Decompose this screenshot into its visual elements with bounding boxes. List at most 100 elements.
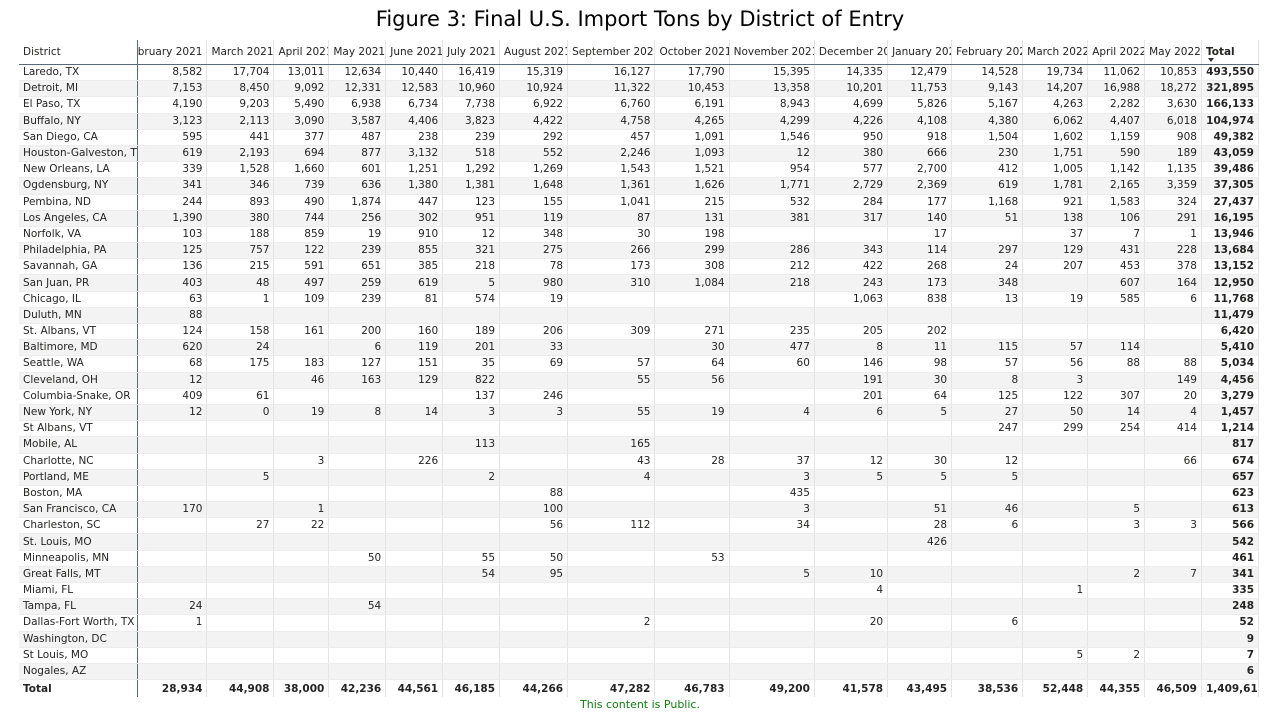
value-cell	[442, 517, 501, 535]
value-cell: 160	[385, 323, 444, 341]
column-header[interactable]: September 2021	[567, 40, 656, 65]
table-row[interactable]: Miami, FL 4 1 335	[19, 582, 1259, 600]
value-cell: 2	[1087, 647, 1146, 664]
column-header[interactable]: Total	[1201, 40, 1259, 65]
table-row[interactable]: Duluth, MN 88 11,479	[19, 307, 1259, 325]
value-cell: 53	[654, 550, 730, 567]
column-header[interactable]: July 2021	[442, 40, 501, 65]
value-cell	[442, 485, 501, 503]
value-cell	[814, 307, 889, 325]
value-cell: 173	[887, 274, 953, 292]
table-row[interactable]: Columbia-Snake, OR 409 61 137 246 201 64 125 122…	[19, 388, 1259, 405]
column-header[interactable]: April 2021	[273, 40, 330, 65]
value-cell: 10,853	[1144, 64, 1202, 82]
table-row[interactable]: Pembina, ND 244 893 490 1,874 447 123 155 1,041 2…	[19, 194, 1259, 211]
table-row[interactable]: Washington, DC 9	[19, 631, 1259, 648]
value-cell	[951, 598, 1024, 616]
table-row[interactable]: St Louis, MO 5 2 7	[19, 647, 1259, 664]
table-row[interactable]: Philadelphia, PA 125 757 122 239 855 321 275 266…	[19, 242, 1259, 260]
table-row[interactable]: Buffalo, NY 3,123 2,113 3,090 3,587 4,406 3,82…	[19, 113, 1259, 130]
table-row[interactable]: Boston, MA 88 435 623	[19, 485, 1259, 503]
value-cell	[137, 436, 208, 454]
value-cell	[729, 388, 815, 405]
value-cell	[1144, 323, 1202, 341]
column-header[interactable]: District	[19, 40, 139, 65]
value-cell	[729, 307, 815, 325]
column-header[interactable]: April 2022	[1087, 40, 1146, 65]
column-header[interactable]: December 2021	[814, 40, 889, 65]
table-row[interactable]: Charlotte, NC 3 226 43 28 37 12 30 12 66 674	[19, 453, 1259, 470]
column-header[interactable]: October 2021	[654, 40, 730, 65]
district-cell: Miami, FL	[19, 582, 139, 600]
district-cell: Dallas-Fort Worth, TX	[19, 614, 139, 632]
value-cell: 189	[442, 323, 501, 341]
table-row[interactable]: Minneapolis, MN 50 55 50 53 461	[19, 550, 1259, 567]
column-header[interactable]: August 2021	[499, 40, 569, 65]
table-row[interactable]: Cleveland, OH 12 46 163 129 822 55 56 191 30 8 3 149…	[19, 372, 1259, 389]
table-row[interactable]: St. Louis, MO 426 542	[19, 533, 1259, 551]
value-cell	[654, 291, 730, 308]
table-row[interactable]: Baltimore, MD 620 24 6 119 201 33 30 477 8 11 115 57…	[19, 339, 1259, 357]
table-row[interactable]: Ogdensburg, NY 341 346 739 636 1,380 1,381 1,64…	[19, 177, 1259, 195]
content-classification-label: This content is Public.	[580, 698, 700, 711]
table-row[interactable]: Charleston, SC 27 22 56 112 34 28 6 3 3 566	[19, 517, 1259, 535]
value-cell: 259	[328, 274, 387, 292]
table-row[interactable]: Detroit, MI 7,153 8,450 9,092 12,331 12,583 10…	[19, 80, 1259, 98]
table-row[interactable]: Savannah, GA 136 215 591 651 385 218 78 173 308 21…	[19, 258, 1259, 276]
column-header[interactable]: February 2021	[137, 40, 208, 65]
table-row[interactable]: New York, NY 12 0 19 8 14 3 3 55 19 4 6 5 27 50 14 4 1,45…	[19, 404, 1259, 422]
value-cell: 5	[442, 274, 501, 292]
table-row[interactable]: San Diego, CA 595 441 377 487 238 239 292 457 1,0…	[19, 129, 1259, 146]
value-cell: 14,335	[814, 64, 889, 82]
table-row[interactable]: Chicago, IL 63 1 109 239 81 574 19 1,063 838 13 19 5…	[19, 291, 1259, 308]
value-cell	[729, 291, 815, 308]
table-row[interactable]: Norfolk, VA 103 188 859 19 910 12 348 30 198 17 37 7…	[19, 226, 1259, 244]
table-row[interactable]: St Albans, VT 247 299 254 414 1,214	[19, 420, 1259, 438]
column-header[interactable]: January 2022	[887, 40, 953, 65]
table-row[interactable]: Dallas-Fort Worth, TX 1 2 20 6 52	[19, 614, 1259, 632]
value-cell	[1022, 598, 1089, 616]
column-total-cell: 42,236	[328, 679, 387, 697]
district-cell: Portland, ME	[19, 469, 139, 486]
value-cell: 201	[814, 388, 889, 405]
value-cell: 1,292	[442, 161, 501, 179]
value-cell	[385, 517, 444, 535]
value-cell	[1087, 436, 1146, 454]
column-header[interactable]: November 2021	[729, 40, 815, 65]
value-cell: 1,063	[814, 291, 889, 308]
value-cell: 6	[1144, 291, 1202, 308]
table-row[interactable]: Tampa, FL 24 54 248	[19, 598, 1259, 616]
table-row[interactable]: Houston-Galveston, TX 619 2,193 694 877 3,132…	[19, 145, 1259, 163]
value-cell: 309	[567, 323, 656, 341]
table-row[interactable]: Nogales, AZ 6	[19, 663, 1259, 681]
table-row[interactable]: El Paso, TX 4,190 9,203 5,490 6,938 6,734 7,73…	[19, 96, 1259, 114]
table-row[interactable]: New Orleans, LA 339 1,528 1,660 601 1,251 1,29…	[19, 161, 1259, 179]
sort-descending-icon[interactable]	[1207, 58, 1214, 62]
column-header[interactable]: May 2022	[1144, 40, 1202, 65]
table-row[interactable]: Los Angeles, CA 1,390 380 744 256 302 951 119 87…	[19, 210, 1259, 227]
table-row[interactable]: San Juan, PR 403 48 497 259 619 5 980 310 1,084 21…	[19, 274, 1259, 292]
district-cell: Philadelphia, PA	[19, 242, 139, 260]
column-header[interactable]: March 2022	[1022, 40, 1089, 65]
column-header[interactable]: May 2021	[328, 40, 387, 65]
table-row[interactable]: Laredo, TX 8,582 17,704 13,011 12,634 10,440 1…	[19, 64, 1259, 82]
value-cell	[814, 436, 889, 454]
value-cell	[442, 663, 501, 681]
table-row[interactable]: Seattle, WA 68 175 183 127 151 35 69 57 64 60 146 98…	[19, 355, 1259, 373]
value-cell: 189	[1144, 145, 1202, 163]
value-cell: 4,422	[499, 113, 569, 130]
value-cell: 321	[442, 242, 501, 260]
table-row[interactable]: San Francisco, CA 170 1 100 3 51 46 5 613	[19, 501, 1259, 519]
table-row[interactable]: Great Falls, MT 54 95 5 10 2 7 341	[19, 566, 1259, 584]
table-row[interactable]: Mobile, AL 113 165 817	[19, 436, 1259, 454]
total-cell: 27,437	[1201, 194, 1259, 211]
table-row[interactable]: Portland, ME 5 2 4 3 5 5 5 657	[19, 469, 1259, 486]
value-cell: 8,450	[206, 80, 275, 98]
table-row[interactable]: St. Albans, VT 124 158 161 200 160 189 206 309 27…	[19, 323, 1259, 341]
column-header[interactable]: March 2021	[206, 40, 275, 65]
column-header[interactable]: February 2022	[951, 40, 1024, 65]
column-header[interactable]: June 2021	[385, 40, 444, 65]
value-cell: 2,165	[1087, 177, 1146, 195]
value-cell	[729, 436, 815, 454]
